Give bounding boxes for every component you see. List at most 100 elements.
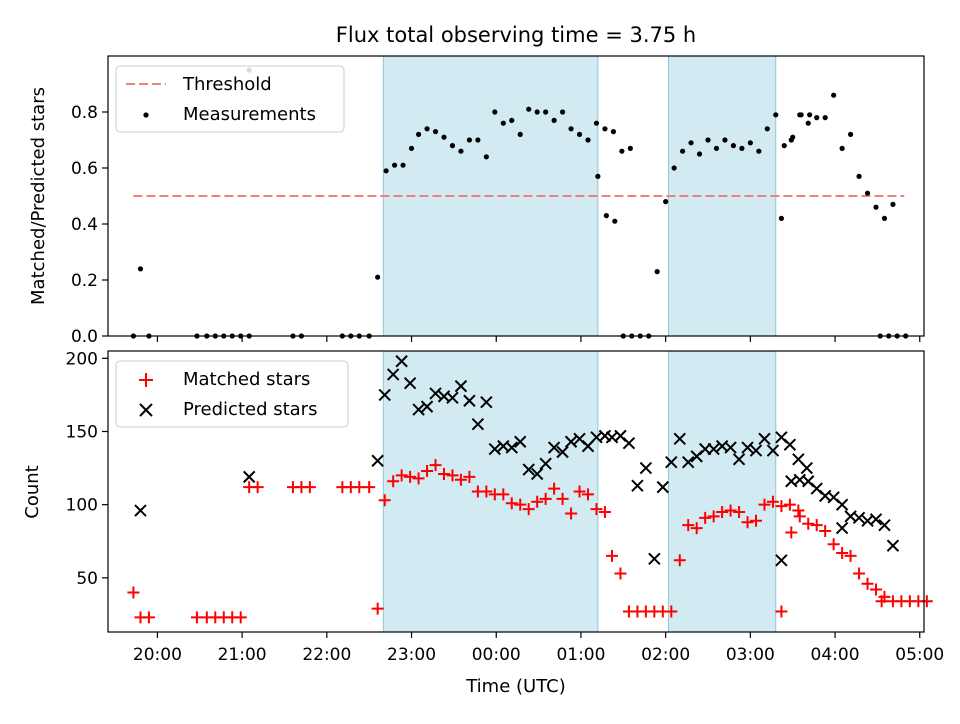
matched-point — [387, 475, 400, 488]
matched-point — [590, 503, 603, 516]
y-tick-label: 100 — [66, 496, 98, 516]
measurement-point — [509, 117, 515, 123]
matched-point — [539, 492, 552, 505]
matched-point — [775, 605, 788, 618]
predicted-point — [673, 432, 686, 446]
predicted-point — [886, 539, 900, 552]
y-tick-label: 0.4 — [71, 215, 98, 235]
measurement-point — [534, 109, 540, 115]
matched-points — [127, 459, 933, 624]
matched-point — [766, 495, 779, 508]
measurement-point — [696, 151, 703, 157]
matched-point — [665, 605, 678, 618]
measurement-point — [517, 131, 523, 137]
matched-point — [699, 511, 712, 524]
measurement-point — [432, 129, 439, 135]
bottom-y-ticks: 50 100 150 200 — [66, 349, 108, 589]
measurement-point — [831, 92, 837, 98]
x-tick-label: 00:00 — [472, 645, 521, 665]
measurement-point — [576, 131, 583, 137]
matched-point — [598, 505, 611, 518]
matched-point — [614, 567, 627, 580]
predicted-point — [758, 432, 771, 446]
matched-point — [565, 507, 578, 520]
measurement-point — [627, 145, 633, 151]
matched-point — [522, 503, 535, 516]
measurement-point — [612, 218, 618, 224]
measurement-point — [568, 126, 574, 132]
y-tick-label: 200 — [66, 349, 98, 369]
matched-point — [497, 488, 510, 501]
predicted-point — [682, 456, 695, 469]
predicted-point — [420, 400, 434, 413]
measurement-point — [500, 120, 506, 126]
measurement-point — [424, 126, 430, 132]
matched-point — [404, 470, 417, 483]
measurement-point — [543, 109, 549, 115]
x-tick-label: 23:00 — [387, 645, 436, 665]
predicted-point — [835, 498, 849, 511]
matched-point — [514, 498, 527, 511]
predicted-point — [386, 368, 400, 381]
measurement-point — [551, 117, 557, 123]
matched-point — [463, 470, 476, 483]
x-tick-label: 04:00 — [811, 645, 860, 665]
x-tick-label: 22:00 — [302, 645, 351, 665]
top-x-ticks — [156, 336, 921, 342]
predicted-point — [446, 391, 459, 405]
measurement-point — [864, 190, 871, 196]
predicted-point — [395, 355, 408, 368]
matched-point — [785, 526, 798, 539]
predicted-point — [766, 444, 780, 457]
legend-matched-label: Matched stars — [183, 369, 310, 390]
measurement-point — [822, 115, 828, 121]
x-tick-label: 20:00 — [133, 645, 182, 665]
measurement-point — [671, 165, 677, 171]
matched-point — [870, 583, 882, 596]
measurement-point — [400, 162, 406, 168]
y-tick-label: 0.0 — [71, 327, 98, 347]
measurement-point — [408, 145, 415, 151]
top-y-axis-label: Matched/Predicted stars — [28, 87, 49, 305]
measurement-point — [595, 173, 601, 179]
predicted-point — [429, 387, 442, 400]
observing-window-1 — [667, 350, 777, 633]
matched-point — [861, 577, 874, 590]
matched-point — [142, 611, 155, 624]
x-tick-label: 01:00 — [556, 645, 605, 665]
measurement-point — [663, 199, 669, 205]
matched-point — [716, 505, 729, 518]
measurement-point — [602, 126, 608, 132]
top-y-ticks: 0.0 0.2 0.4 0.6 0.8 — [71, 103, 108, 347]
matched-point — [412, 472, 425, 485]
matched-point — [371, 602, 384, 615]
matched-point — [844, 549, 857, 562]
predicted-point — [732, 453, 746, 466]
predicted-point — [639, 461, 653, 475]
predicted-points — [134, 355, 900, 567]
matched-point — [793, 510, 806, 523]
panel-ratio: 0.00.20.40.60.8 Matched/Predicted stars … — [28, 55, 925, 347]
legend-predicted-label: Predicted stars — [183, 399, 317, 420]
measurement-point — [713, 145, 720, 151]
measurement-point — [797, 112, 803, 118]
matched-point — [810, 519, 823, 532]
measurement-point — [747, 140, 753, 146]
matched-point — [127, 586, 140, 599]
legend-measurement-label: Measurements — [183, 104, 316, 125]
matched-point — [690, 522, 703, 535]
measurement-point — [881, 215, 888, 221]
matched-point — [438, 467, 450, 480]
matched-point — [505, 497, 518, 510]
predicted-point — [665, 456, 678, 469]
measurement-point — [847, 131, 854, 137]
bottom-axes-frame — [107, 350, 925, 633]
matched-point — [378, 494, 391, 507]
matched-point — [775, 500, 788, 513]
matched-point — [836, 546, 849, 559]
matched-point — [480, 485, 493, 498]
measurement-point — [593, 120, 600, 126]
matched-point — [707, 510, 720, 523]
predicted-point — [412, 403, 425, 416]
x-tick-label: 03:00 — [726, 645, 775, 665]
